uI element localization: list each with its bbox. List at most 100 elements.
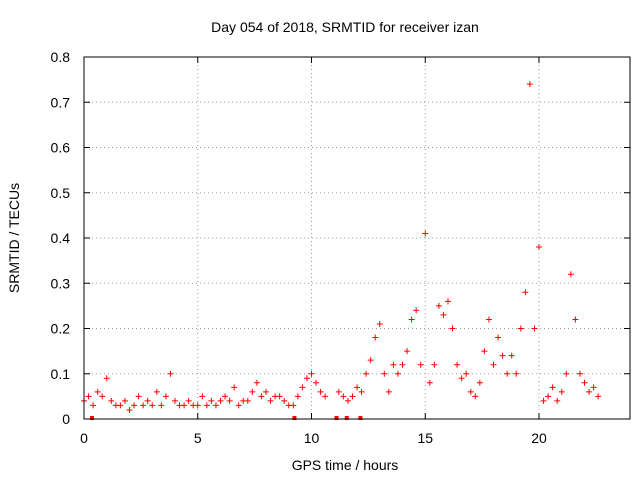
data-point	[290, 402, 297, 409]
gap-marker	[358, 416, 363, 420]
x-tick-label: 15	[417, 430, 433, 446]
data-point	[135, 393, 142, 400]
data-point	[85, 393, 92, 400]
data-point	[253, 379, 260, 386]
data-point	[194, 402, 201, 409]
data-point	[449, 325, 456, 332]
data-point	[467, 388, 474, 395]
data-point	[595, 393, 602, 400]
data-point	[99, 393, 106, 400]
data-point	[158, 402, 165, 409]
data-point	[545, 393, 552, 400]
y-tick-label: 0.4	[51, 230, 71, 246]
data-point	[531, 325, 538, 332]
y-axis-label: SRMTID / TECUs	[6, 183, 22, 293]
data-point	[408, 316, 415, 323]
data-point	[508, 352, 515, 359]
data-point	[372, 334, 379, 341]
data-point	[249, 388, 256, 395]
data-point	[363, 370, 370, 377]
y-tick-label: 0.1	[51, 366, 71, 382]
x-tick-labels: 0 5 10 15 20	[80, 430, 547, 446]
data-point	[476, 379, 483, 386]
data-point	[103, 375, 110, 382]
data-point	[340, 393, 347, 400]
data-point	[590, 384, 597, 391]
gap-marker	[292, 416, 297, 420]
data-point	[554, 397, 561, 404]
data-point	[322, 393, 329, 400]
data-point	[117, 402, 124, 409]
data-point	[313, 379, 320, 386]
data-point	[390, 361, 397, 368]
data-point	[203, 402, 210, 409]
data-point	[385, 388, 392, 395]
gap-marker	[344, 416, 349, 420]
y-tick-label: 0.8	[51, 49, 71, 65]
plot-frame	[83, 56, 631, 420]
data-point	[149, 402, 156, 409]
data-point	[513, 370, 520, 377]
data-point	[212, 402, 219, 409]
data-point	[354, 384, 360, 391]
data-point	[294, 393, 301, 400]
data-point	[235, 402, 242, 409]
data-point	[208, 397, 215, 404]
data-point	[181, 402, 188, 409]
y-tick-label: 0.7	[51, 94, 71, 110]
x-tick-label: 20	[531, 430, 547, 446]
data-point	[303, 375, 310, 382]
gap-marker	[89, 416, 94, 420]
data-point	[563, 370, 570, 377]
data-point	[526, 81, 533, 88]
gap-marker	[334, 416, 339, 420]
data-point	[317, 388, 324, 395]
data-point	[495, 334, 502, 341]
y-tick-labels: 0 0.1 0.2 0.3 0.4 0.5 0.6 0.7 0.8	[51, 49, 71, 427]
data-point	[376, 320, 383, 327]
data-point	[517, 325, 524, 332]
y-tick-label: 0.2	[51, 321, 71, 337]
data-point	[126, 406, 133, 413]
data-point	[358, 388, 365, 395]
data-point	[153, 388, 160, 395]
data-points	[81, 81, 602, 413]
data-point	[485, 316, 492, 323]
data-point	[431, 361, 438, 368]
data-point	[463, 370, 470, 377]
data-point	[481, 348, 488, 355]
data-point	[417, 361, 424, 368]
data-point	[426, 379, 433, 386]
data-point	[121, 397, 128, 404]
data-point	[454, 361, 461, 368]
x-tick-label: 10	[304, 430, 320, 446]
data-point	[422, 230, 429, 237]
data-point	[144, 397, 151, 404]
data-point	[576, 370, 583, 377]
data-point	[94, 388, 101, 395]
data-point	[185, 397, 192, 404]
y-tick-label: 0.3	[51, 275, 71, 291]
data-point	[540, 397, 547, 404]
data-point	[167, 370, 174, 377]
data-point	[536, 244, 542, 251]
data-point	[267, 397, 274, 404]
data-point	[440, 311, 447, 318]
data-point	[413, 307, 420, 314]
data-point	[162, 393, 169, 400]
data-point	[549, 384, 556, 391]
data-point	[472, 393, 479, 400]
data-point	[140, 402, 147, 409]
data-point	[308, 370, 315, 377]
y-tick-label: 0.6	[51, 140, 71, 156]
data-point	[335, 388, 342, 395]
y-tick-label: 0.5	[51, 185, 71, 201]
data-point	[367, 357, 374, 364]
data-point	[226, 397, 233, 404]
data-point	[586, 388, 593, 395]
data-point	[199, 393, 206, 400]
data-point	[349, 393, 356, 400]
data-point	[258, 393, 265, 400]
data-point	[344, 397, 351, 404]
